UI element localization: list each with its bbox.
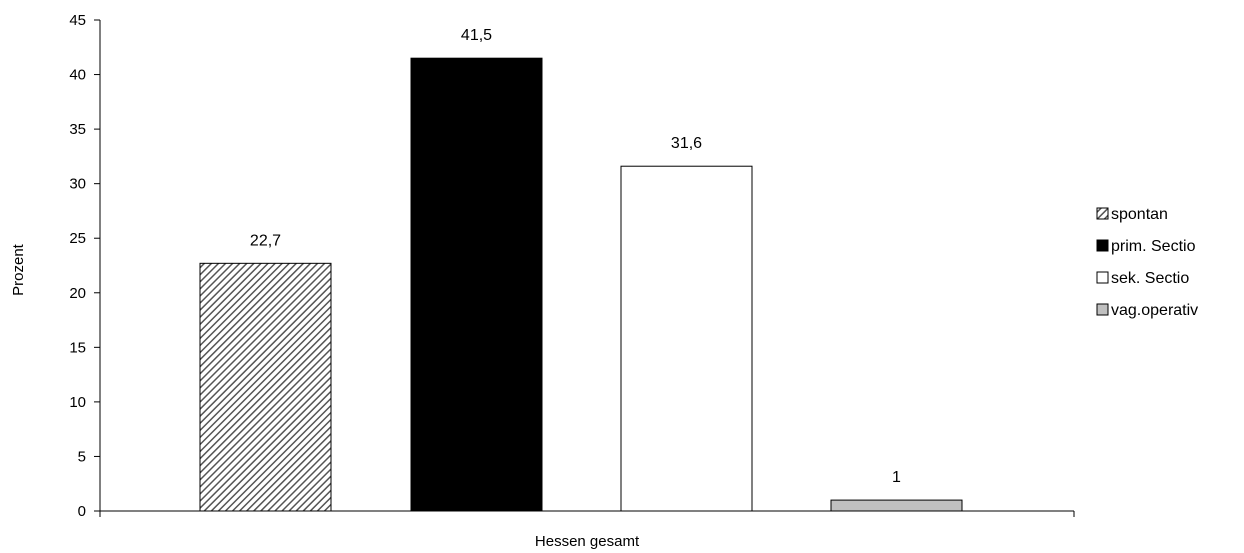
legend: spontan prim. Sectio sek. Sectio vag.operat…: [1096, 206, 1198, 319]
y-tick-label: 15: [69, 339, 86, 356]
y-tick-label: 45: [69, 12, 86, 29]
y-tick-label: 25: [69, 230, 86, 247]
legend-label: vag.operativ: [1111, 302, 1198, 319]
y-tick-label: 10: [69, 394, 86, 411]
bar-series-group: [199, 57, 963, 512]
y-tick-label: 40: [69, 67, 86, 84]
x-axis-label: Hessen gesamt: [535, 533, 640, 550]
y-axis-label: Prozent: [10, 243, 27, 296]
legend-label: prim. Sectio: [1111, 238, 1196, 255]
data-label: 31,6: [671, 135, 702, 152]
bar-vag-operativ: [830, 499, 963, 512]
y-tick-label: 20: [69, 285, 86, 302]
legend-swatch: [1096, 271, 1109, 284]
y-tick-label: 5: [78, 448, 86, 465]
data-label: 22,7: [250, 232, 281, 249]
legend-label: spontan: [1111, 206, 1168, 223]
y-tick-label: 35: [69, 121, 86, 138]
y-tick-label: 30: [69, 176, 86, 193]
legend-swatch: [1096, 303, 1109, 316]
data-label: 41,5: [461, 27, 492, 44]
bar-prim-sectio: [410, 57, 543, 512]
bar-sek-sectio: [620, 165, 753, 512]
y-axis-ticks: 0 5 10 15 20 25 30 35 40 45: [69, 12, 100, 520]
legend-swatch: [1096, 239, 1109, 252]
legend-label: sek. Sectio: [1111, 270, 1189, 287]
legend-swatch: [1096, 207, 1109, 220]
bar-spontan: [199, 262, 332, 512]
data-label-group: 22,7 41,5 31,6 1: [250, 27, 901, 486]
y-tick-label: 0: [78, 503, 86, 520]
data-label: 1: [892, 469, 901, 486]
x-axis: [99, 510, 1075, 517]
